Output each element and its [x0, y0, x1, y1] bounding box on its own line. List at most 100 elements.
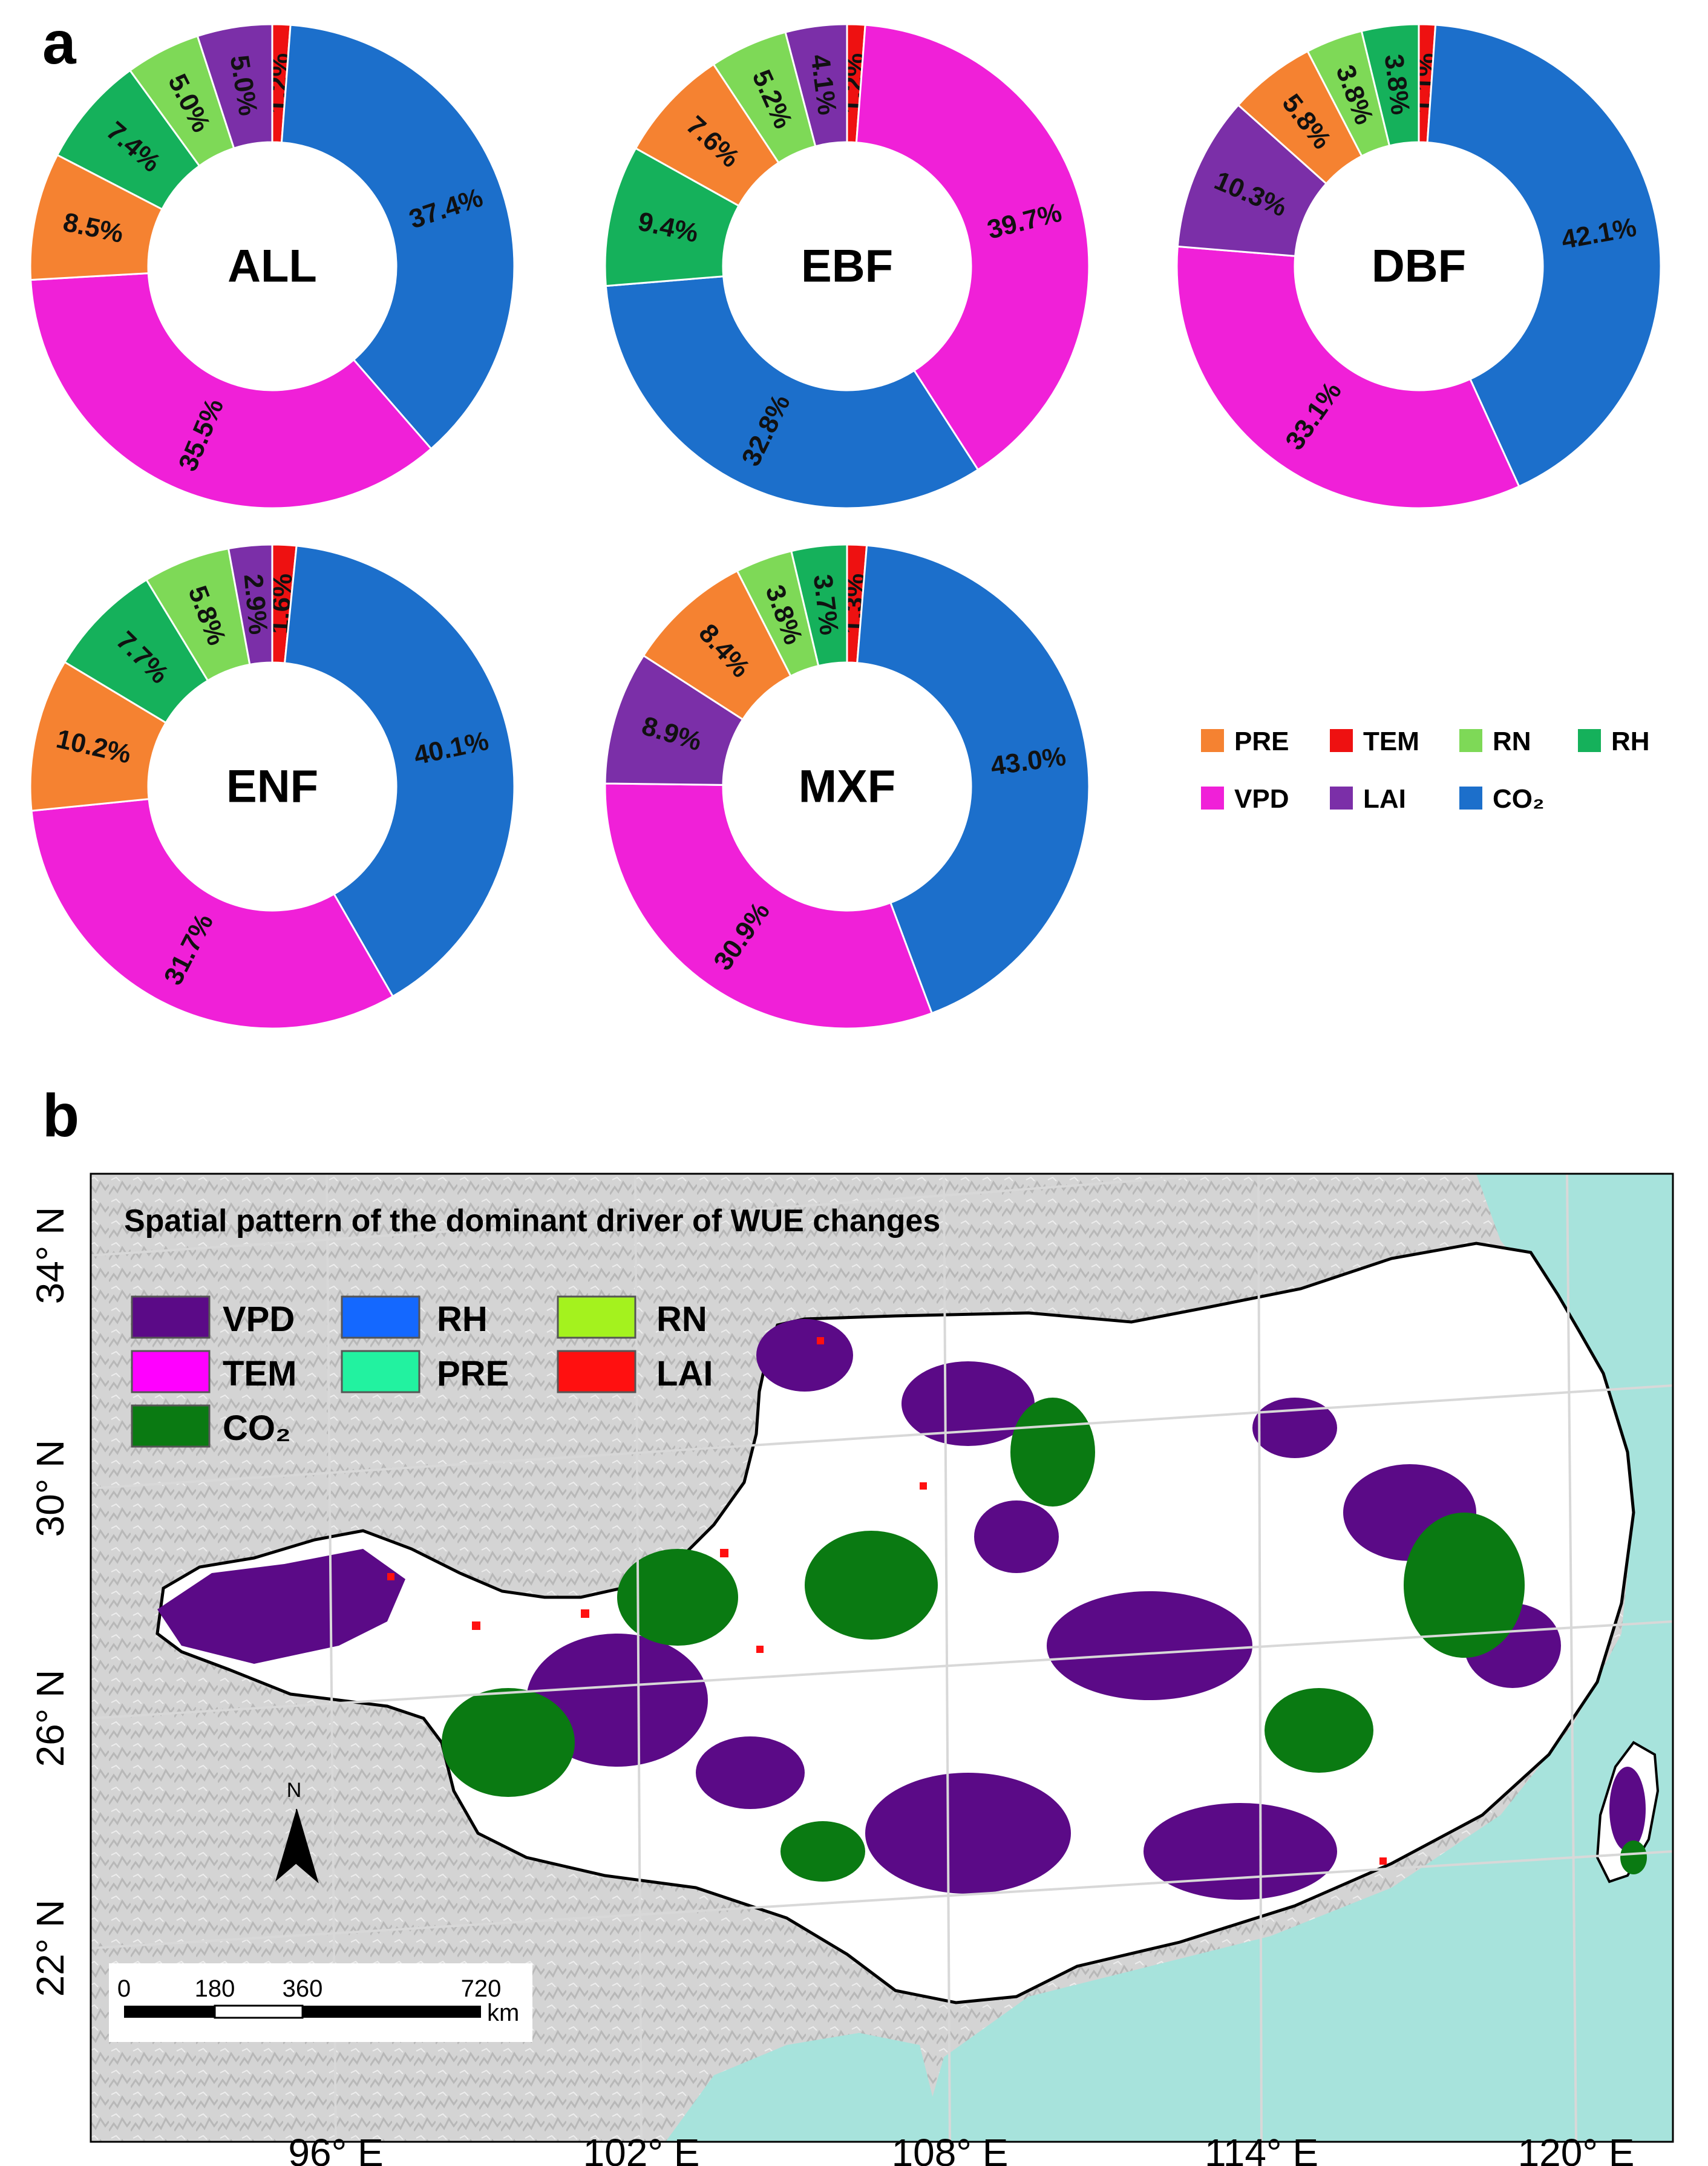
map-patch-co2 — [1620, 1840, 1647, 1874]
map-legend-label-lai: LAI — [656, 1354, 713, 1393]
panel-a-legend: PRE TEM RN RH VPD LAI CO₂ — [1201, 727, 1650, 814]
map-legend-label-pre: PRE — [437, 1354, 509, 1393]
donut-enf: 1.6%40.1%31.7%10.2%7.7%5.8% 2.9%ENF — [29, 543, 515, 1030]
lon-label-96: 96° E — [288, 2131, 383, 2166]
scale-bar-background — [109, 1963, 532, 2042]
slice-rh — [790, 543, 848, 667]
map-speck-lai — [817, 1337, 824, 1344]
north-arrow: N — [275, 1779, 319, 1883]
map-patch-vpd — [901, 1361, 1035, 1446]
map-title: Spatial pattern of the dominant driver o… — [124, 1203, 940, 1238]
legend-swatch-rn — [1459, 729, 1482, 752]
map-legend-label-vpd: VPD — [223, 1300, 295, 1339]
legend-swatch-rh — [1578, 729, 1601, 752]
map-legend-label-co2: CO₂ — [223, 1409, 291, 1448]
donut-center-label: DBF — [1372, 241, 1466, 292]
slice-co2 — [283, 545, 515, 998]
slice-vpd — [1176, 245, 1520, 509]
map-frame — [90, 1173, 1674, 2143]
graticule-line — [1257, 1174, 1263, 2142]
map-patch-vpd — [1609, 1767, 1646, 1851]
slice-label-lai: 2.9% — [238, 573, 273, 636]
map-speck-lai — [720, 1549, 728, 1557]
slice-lai — [227, 543, 273, 666]
map-sea — [920, 1174, 1673, 2142]
map-legend-swatch-co2 — [131, 1404, 211, 1448]
donut-dbf: 1.1%42.1%33.1%10.3%5.8%3.8% 3.8%DBF — [1176, 23, 1662, 509]
map-legend-swatch-rn — [557, 1295, 636, 1339]
map-patch-co2 — [1404, 1513, 1525, 1658]
map-patch-co2 — [1265, 1688, 1373, 1773]
north-arrow-right — [296, 1808, 319, 1883]
map-patch-vpd — [1252, 1398, 1337, 1458]
map-patch-vpd — [865, 1773, 1071, 1894]
lon-label-120: 120° E — [1518, 2131, 1635, 2166]
lat-label-26: 26° N — [28, 1670, 72, 1767]
legend-label-tem: TEM — [1363, 727, 1419, 756]
slice-label-rh: 3.7% — [808, 573, 844, 636]
slice-co2 — [1426, 24, 1662, 488]
map-patch-co2 — [780, 1821, 865, 1882]
map-legend-label-tem: TEM — [223, 1354, 296, 1393]
donut-center-label: ALL — [227, 241, 317, 292]
legend-label-lai: LAI — [1363, 784, 1406, 814]
latitude-labels: 34° N 30° N 26° N 22° N — [28, 1207, 72, 1997]
map-legend-swatch-tem — [131, 1350, 211, 1393]
graticule-line — [943, 1174, 951, 2142]
map-legend-label-rn: RN — [656, 1300, 707, 1339]
panel-b-letter: b — [42, 1082, 79, 1150]
lat-label-22: 22° N — [28, 1900, 72, 1997]
map-speck-lai — [920, 1482, 927, 1490]
map-legend: VPD RH RN TEM PRE LAI CO₂ — [131, 1295, 713, 1448]
map-graticule — [91, 1174, 1673, 2142]
slice-vpd — [855, 24, 1090, 471]
longitude-labels: 96° E 102° E 108° E 114° E 120° E — [288, 2131, 1634, 2166]
north-arrow-left — [275, 1809, 296, 1882]
scale-tick-360: 360 — [283, 1975, 323, 2002]
map-speck-lai — [1379, 1857, 1387, 1865]
lon-label-108: 108° E — [892, 2131, 1009, 2166]
scale-unit: km — [487, 2000, 519, 2026]
legend-label-vpd: VPD — [1234, 784, 1289, 814]
lat-label-30: 30° N — [28, 1440, 72, 1537]
legend-swatch-pre — [1201, 729, 1224, 752]
map-speck-lai — [387, 1573, 394, 1580]
slice-rh — [1360, 23, 1420, 147]
donut-all: 1.2%37.4%35.5%8.5%7.4%5.0% 5.0%ALL — [29, 23, 515, 509]
legend-label-co2: CO₂ — [1493, 784, 1545, 814]
slice-co2 — [604, 275, 980, 509]
map-patch-vpd — [157, 1549, 405, 1664]
scale-bar: 0 180 360 720 km — [109, 1963, 532, 2042]
legend-swatch-lai — [1330, 787, 1353, 810]
lat-label-34: 34° N — [28, 1207, 72, 1304]
slice-lai — [196, 23, 273, 149]
map-legend-swatch-pre — [341, 1350, 420, 1393]
map-gulf — [666, 2033, 944, 2142]
map-lai-specks — [387, 1337, 1387, 1865]
map-legend-label-rh: RH — [437, 1300, 488, 1339]
map-patch-vpd — [974, 1500, 1059, 1573]
map-speck-lai — [581, 1609, 589, 1618]
donut-charts: 1.2%37.4%35.5%8.5%7.4%5.0% 5.0%ALL1.2%39.… — [29, 23, 1662, 1030]
scale-tick-180: 180 — [195, 1975, 235, 2002]
donut-center-label: ENF — [226, 761, 318, 813]
graticule-line — [634, 1174, 643, 2142]
map-patch-vpd — [756, 1319, 853, 1392]
legend-swatch-vpd — [1201, 787, 1224, 810]
north-arrow-label: N — [287, 1779, 302, 1802]
slice-co2 — [280, 24, 515, 450]
legend-label-rn: RN — [1493, 727, 1531, 756]
map-patch-co2 — [442, 1688, 575, 1797]
legend-swatch-co2 — [1459, 787, 1482, 810]
graticule-line — [91, 1174, 1241, 1257]
donut-ebf: 1.2%39.7%32.8%9.4%7.6%5.2% 4.1%EBF — [604, 23, 1090, 509]
donut-center-label: EBF — [801, 241, 893, 292]
slice-vpd — [30, 797, 394, 1030]
slice-co2 — [856, 544, 1090, 1015]
slice-vpd — [604, 782, 934, 1030]
donut-mxf: 1.3%43.0%30.9%8.9%8.4%3.8%3.7%MXF — [604, 543, 1090, 1030]
map-patch-co2 — [1010, 1398, 1095, 1507]
slice-label-rh: 3.8% — [1379, 53, 1416, 116]
map-patch-vpd — [696, 1736, 805, 1809]
